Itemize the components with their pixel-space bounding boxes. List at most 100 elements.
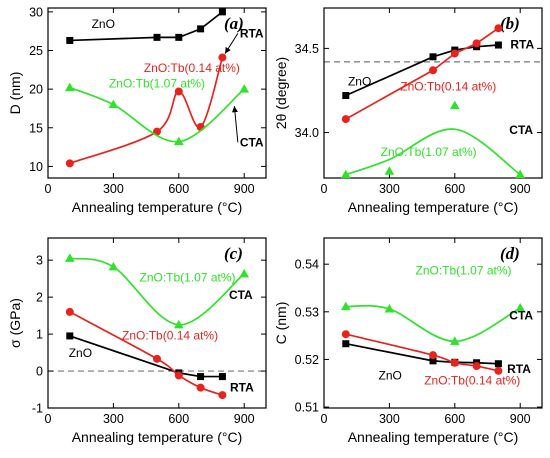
x-tick-label: 300 bbox=[379, 412, 400, 426]
y-tick-label: 3 bbox=[36, 254, 43, 268]
series-line bbox=[345, 304, 521, 343]
data-point bbox=[153, 33, 161, 41]
panel-tag: (c) bbox=[224, 244, 243, 263]
data-point bbox=[494, 41, 502, 49]
x-tick-label: 900 bbox=[234, 182, 255, 196]
series-tb107 bbox=[341, 301, 525, 345]
y-axis-label: D (nm) bbox=[7, 72, 23, 115]
x-tick-label: 600 bbox=[444, 182, 465, 196]
series-tb014 bbox=[65, 307, 227, 400]
y-tick-label: 30 bbox=[29, 5, 43, 19]
y-axis-label: σ (GPa) bbox=[7, 298, 23, 348]
arrow-head bbox=[225, 46, 231, 54]
y-tick-label: 10 bbox=[29, 160, 43, 174]
data-point bbox=[65, 253, 75, 262]
y-tick-label: 0 bbox=[36, 365, 43, 379]
series-label: ZnO:Tb(0.14 at%) bbox=[400, 79, 496, 93]
series-line bbox=[345, 128, 521, 176]
data-point bbox=[153, 354, 161, 363]
panel-tag: (b) bbox=[500, 14, 520, 33]
y-tick-label: 34.5 bbox=[295, 42, 319, 56]
x-tick-label: 0 bbox=[45, 412, 52, 426]
annotation-arrow bbox=[233, 106, 239, 143]
data-point bbox=[494, 24, 503, 33]
y-tick-label: 1 bbox=[36, 328, 43, 342]
data-point bbox=[429, 357, 437, 365]
method-label: RTA bbox=[510, 37, 534, 51]
data-point bbox=[515, 169, 525, 179]
data-point bbox=[472, 39, 481, 48]
y-tick-label: 15 bbox=[29, 121, 43, 135]
chart-panel-b: 0 300 600 900 34.0 34.5 Annealing temperature … bbox=[273, 7, 543, 215]
series-label: ZnO bbox=[69, 346, 92, 360]
data-point bbox=[66, 36, 74, 44]
data-point bbox=[196, 383, 205, 392]
x-tick-label: 600 bbox=[444, 412, 465, 426]
y-axis-label: C (nm) bbox=[273, 302, 289, 345]
data-point bbox=[197, 25, 205, 33]
x-tick-label: 600 bbox=[168, 182, 189, 196]
data-point bbox=[174, 371, 183, 380]
data-point bbox=[218, 391, 227, 400]
x-axis-label: Annealing temperature (°C) bbox=[72, 429, 243, 445]
data-point bbox=[342, 340, 350, 348]
data-point bbox=[218, 53, 227, 62]
y-tick-label: 25 bbox=[29, 44, 43, 58]
data-point bbox=[450, 336, 460, 345]
plot-frame bbox=[47, 7, 267, 179]
data-point bbox=[515, 303, 525, 312]
data-point bbox=[494, 360, 502, 368]
method-label: CTA bbox=[240, 135, 264, 149]
series-line bbox=[69, 257, 245, 326]
data-point bbox=[429, 351, 437, 360]
series-label: ZnO:Tb(0.14 at%) bbox=[144, 61, 240, 75]
x-axis-label: Annealing temperature (°C) bbox=[348, 429, 519, 445]
x-tick-label: 600 bbox=[168, 412, 189, 426]
y-tick-label: 2 bbox=[36, 291, 43, 305]
x-tick-label: 300 bbox=[103, 412, 124, 426]
data-point bbox=[429, 53, 437, 61]
data-point bbox=[65, 307, 74, 316]
y-tick-label: 34.0 bbox=[295, 126, 319, 140]
data-point bbox=[494, 366, 503, 375]
data-point bbox=[450, 358, 459, 367]
data-point bbox=[341, 169, 351, 179]
data-point bbox=[384, 166, 395, 175]
data-point bbox=[174, 319, 184, 329]
series-line bbox=[69, 86, 245, 143]
series-tb107 bbox=[341, 100, 525, 179]
series-label: ZnO bbox=[348, 74, 371, 88]
series-label: ZnO:Tb(1.07 at%) bbox=[139, 271, 235, 285]
series-label: ZnO:Tb(1.07 at%) bbox=[109, 77, 205, 91]
plot-frame bbox=[47, 237, 267, 409]
series-label: ZnO:Tb(1.07 at%) bbox=[381, 145, 477, 159]
x-axis-label: Annealing temperature (°C) bbox=[72, 199, 243, 215]
data-point bbox=[450, 100, 460, 110]
method-label: RTA bbox=[507, 362, 531, 376]
data-point bbox=[108, 99, 119, 109]
data-point bbox=[108, 261, 119, 271]
plot-frame bbox=[323, 237, 543, 409]
plot-frame bbox=[323, 7, 543, 179]
data-point bbox=[341, 330, 350, 339]
panel-tag: (d) bbox=[500, 244, 520, 263]
method-label: CTA bbox=[509, 123, 533, 137]
data-point bbox=[472, 362, 481, 371]
series-label: ZnO:Tb(1.07 at%) bbox=[415, 264, 511, 278]
data-point bbox=[66, 332, 74, 340]
data-point bbox=[384, 303, 395, 313]
x-tick-label: 900 bbox=[234, 412, 255, 426]
x-axis-label: Annealing temperature (°C) bbox=[348, 199, 519, 215]
method-label: RTA bbox=[230, 380, 254, 394]
x-tick-label: 900 bbox=[510, 412, 531, 426]
y-tick-label: -1 bbox=[32, 402, 43, 416]
chart-panel-a: 0 300 600 900 10 15 20 25 30 Annealing temperatur… bbox=[7, 5, 267, 215]
series-tb107 bbox=[65, 82, 249, 146]
chart-panel-d: 0 300 600 900 0.51 0.52 0.53 0.54 Annealing temp… bbox=[273, 237, 543, 445]
panel-tag: (a) bbox=[224, 14, 244, 33]
data-point bbox=[197, 373, 205, 381]
series-line bbox=[69, 335, 223, 378]
x-tick-label: 300 bbox=[379, 182, 400, 196]
series-zno bbox=[66, 8, 226, 44]
